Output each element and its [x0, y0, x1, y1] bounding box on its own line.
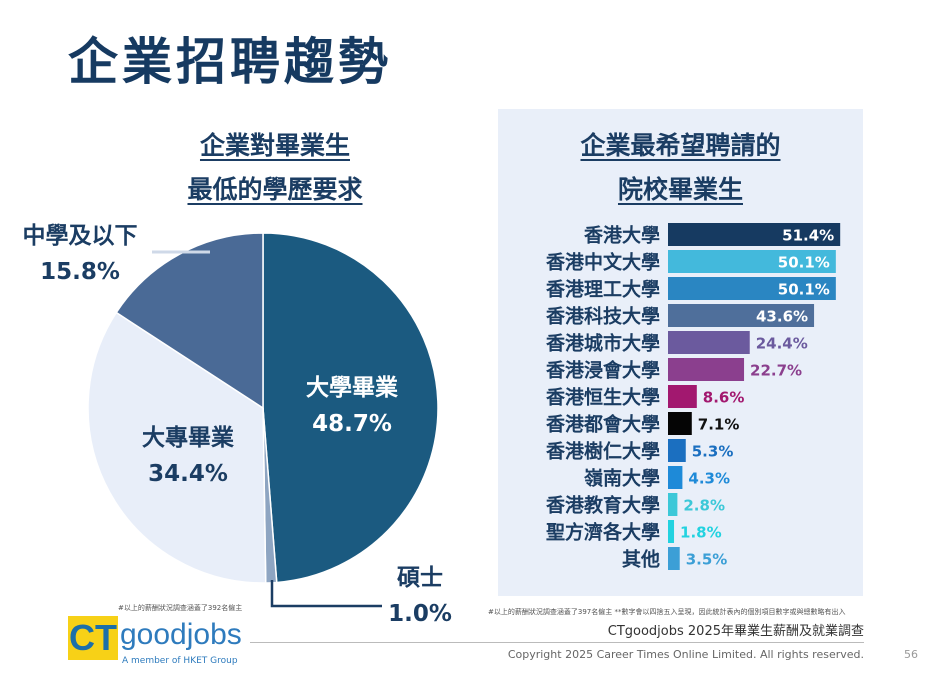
bar-value-label: 22.7% — [750, 362, 802, 380]
bar-category-label: 香港城市大學 — [545, 332, 660, 355]
bar-category-label: 香港恒生大學 — [545, 386, 660, 409]
bar-chart: 香港大學 51.4% 香港中文大學 50.1% 香港理工大學 50.1% 香港科技大學 43.… — [545, 223, 841, 571]
pie-label-secondary-value: 15.8% — [40, 259, 120, 285]
bar-value-label: 8.6% — [703, 389, 745, 407]
bar-1 — [668, 250, 836, 273]
bar-4 — [668, 331, 750, 354]
bar-category-label: 香港理工大學 — [545, 278, 660, 301]
pie-label-masters-value: 1.0% — [388, 601, 452, 627]
bar-heading-line1: 企業最希望聘請的 — [580, 131, 781, 160]
bar-5 — [668, 358, 745, 381]
bar-2 — [668, 277, 836, 300]
pie-label-diploma: 大專畢業 34.4% — [108, 420, 268, 492]
bar-category-label: 香港科技大學 — [545, 305, 660, 328]
bar-9 — [668, 466, 683, 489]
pie-slice-2 — [87, 311, 267, 584]
pie-slice-3 — [115, 232, 264, 410]
bar-3 — [668, 304, 815, 327]
bar-category-label: 香港浸會大學 — [545, 359, 660, 382]
left-footnote: #以上的薪酬狀況調查涵蓋了392名僱主 — [118, 604, 243, 612]
leader-line-masters — [270, 580, 382, 608]
bar-category-label: 香港中文大學 — [545, 251, 660, 274]
pie-label-masters: 碩士 1.0% — [380, 560, 460, 632]
bar-category-label: 香港大學 — [583, 224, 660, 247]
bar-value-label: 24.4% — [756, 335, 808, 353]
pie-chart — [87, 232, 439, 608]
bar-12 — [668, 547, 680, 570]
pie-label-degree-value: 48.7% — [312, 411, 392, 437]
bar-category-label: 香港教育大學 — [545, 494, 660, 517]
bar-value-label: 5.3% — [692, 443, 734, 461]
footer-divider — [250, 642, 864, 643]
bar-value-label: 3.5% — [686, 551, 728, 569]
logo-wordmark: goodjobs — [120, 618, 242, 651]
bar-category-label: 聖方濟各大學 — [546, 521, 660, 544]
pie-label-masters-name: 碩士 — [397, 565, 443, 591]
bar-7 — [668, 412, 692, 435]
pie-label-secondary-name: 中學及以下 — [22, 223, 138, 249]
pie-label-diploma-name: 大專畢業 — [142, 425, 234, 451]
pie-heading-line2: 最低的學歷要求 — [187, 175, 363, 204]
bar-8 — [668, 439, 686, 462]
page-number: 56 — [904, 648, 918, 661]
bar-category-label: 嶺南大學 — [583, 467, 660, 490]
bar-0 — [668, 223, 841, 246]
bar-value-label: 7.1% — [698, 416, 740, 434]
pie-label-degree-name: 大學畢業 — [306, 375, 398, 401]
survey-title: CTgoodjobs 2025年畢業生薪酬及就業調查 — [607, 624, 864, 639]
bar-category-label: 其他 — [622, 548, 660, 571]
bar-heading-line2: 院校畢業生 — [617, 175, 743, 204]
page-title: 企業招聘趨勢 — [68, 33, 392, 91]
bar-6 — [668, 385, 697, 408]
bar-value-label: 1.8% — [680, 524, 722, 542]
copyright: Copyright 2025 Career Times Online Limit… — [507, 648, 864, 661]
bar-11 — [668, 520, 675, 543]
bar-value-label: 2.8% — [683, 497, 725, 515]
pie-label-degree: 大學畢業 48.7% — [272, 370, 432, 442]
bar-value-label: 4.3% — [688, 470, 730, 488]
pie-label-secondary: 中學及以下 15.8% — [0, 218, 160, 290]
pie-heading-line1: 企業對畢業生 — [199, 131, 350, 160]
bar-category-label: 香港樹仁大學 — [545, 440, 660, 463]
pie-label-diploma-value: 34.4% — [148, 461, 228, 487]
logo-tagline: A member of HKET Group — [122, 656, 238, 666]
bar-value-label: 50.1% — [778, 254, 830, 272]
bar-value-label: 50.1% — [778, 281, 830, 299]
right-footnote: #以上的薪酬狀況調查涵蓋了397名僱主 **數字會以四捨五入呈現，因此統計表內的… — [488, 608, 846, 616]
bar-category-label: 香港都會大學 — [545, 413, 660, 436]
bar-value-label: 51.4% — [782, 227, 834, 245]
logo-ct-mark: CT — [68, 616, 118, 660]
ctgoodjobs-logo: CT goodjobs A member of HKET Group — [68, 612, 248, 672]
bar-value-label: 43.6% — [756, 308, 808, 326]
pie-slice-0 — [262, 232, 439, 584]
bar-10 — [668, 493, 678, 516]
